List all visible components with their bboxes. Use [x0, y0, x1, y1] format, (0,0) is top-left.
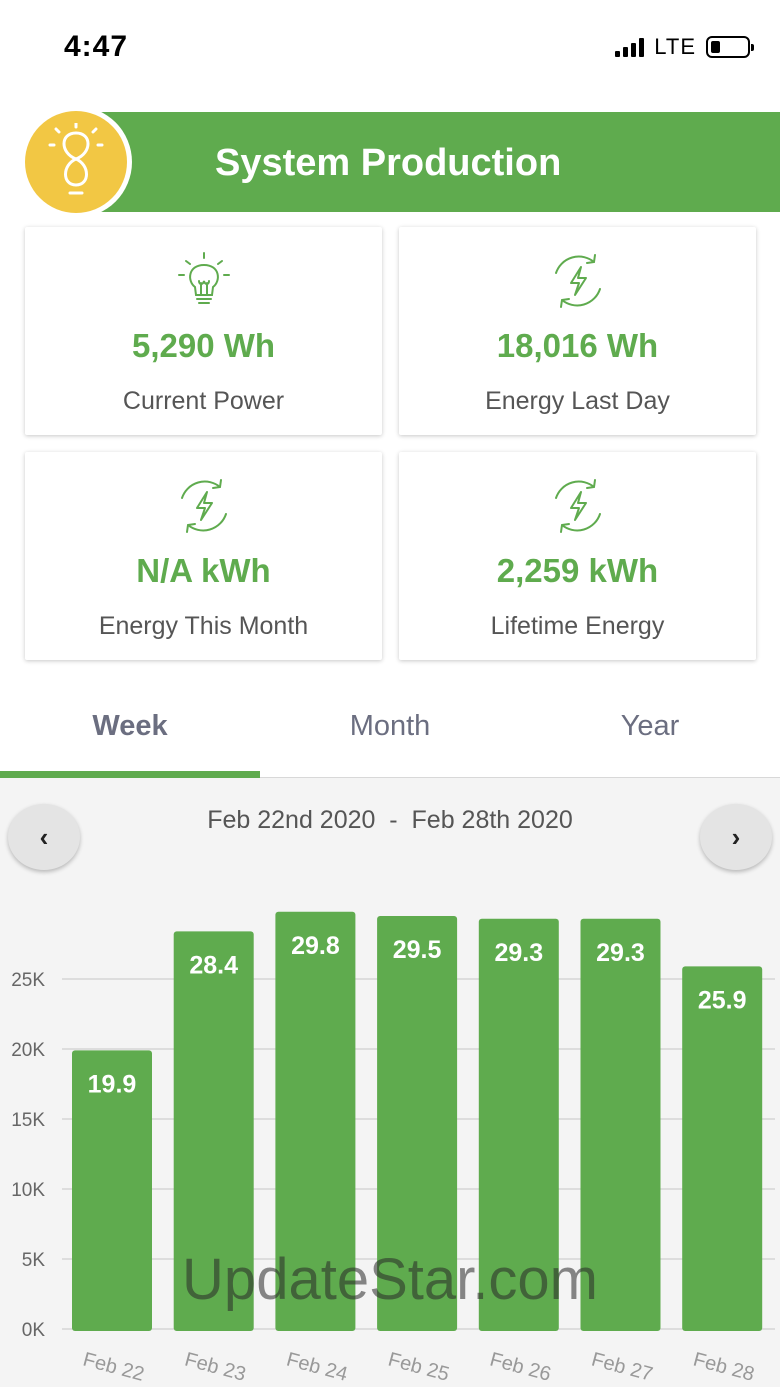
- lifetime-energy-value: 2,259 kWh: [496, 552, 659, 589]
- lightbulb-infinity-icon: [25, 111, 127, 213]
- y-tick-label: 10K: [11, 1180, 45, 1201]
- tab-month[interactable]: Month: [349, 710, 431, 742]
- bar-value-label: 29.3: [596, 939, 645, 967]
- y-tick-label: 25K: [11, 970, 45, 991]
- bar[interactable]: [580, 918, 661, 1331]
- battery-level: [711, 41, 720, 53]
- status-time: 4:47: [64, 30, 129, 63]
- production-bar-chart: 0K 5K 10K 15K 20K 25K 19.9 Feb 22 28.4 Feb 23 29.8…: [11, 911, 775, 1386]
- bar-value-label: 28.4: [189, 951, 238, 979]
- current-power-value: 5,290 Wh: [131, 327, 276, 364]
- watermark: UpdateStar.com: [182, 1247, 598, 1312]
- bar-value-label: 29.5: [393, 936, 442, 964]
- y-tick-label: 15K: [11, 1110, 45, 1131]
- x-tick-label: Feb 25: [386, 1349, 452, 1386]
- current-power-label: Current Power: [122, 387, 285, 415]
- x-tick-label: Feb 24: [284, 1349, 350, 1386]
- chevron-right-icon: ›: [731, 821, 741, 852]
- network-type: LTE: [654, 34, 696, 59]
- energy-this-month-label: Energy This Month: [98, 612, 309, 640]
- bar[interactable]: [377, 916, 458, 1331]
- card-lifetime-energy[interactable]: 2,259 kWh Lifetime Energy: [399, 452, 756, 660]
- battery-icon: [706, 36, 754, 58]
- x-tick-label: Feb 27: [589, 1349, 655, 1386]
- energy-cycle-icon: [174, 476, 234, 536]
- y-tick-label: 20K: [11, 1040, 45, 1061]
- bar[interactable]: [72, 1050, 152, 1331]
- previous-period-button[interactable]: ‹: [8, 804, 80, 870]
- page-header: System Production: [0, 106, 780, 218]
- next-period-button[interactable]: ›: [700, 804, 772, 870]
- lifetime-energy-label: Lifetime Energy: [490, 612, 665, 640]
- date-range: Feb 22nd 2020 - Feb 28th 2020: [207, 806, 573, 834]
- energy-this-month-value: N/A kWh: [136, 552, 271, 589]
- header-bar: [100, 112, 780, 212]
- x-tick-label: Feb 22: [81, 1349, 147, 1386]
- card-energy-this-month[interactable]: N/A kWh Energy This Month: [25, 452, 382, 660]
- period-tabs: Week Month Year: [0, 690, 780, 778]
- status-indicators: LTE: [615, 34, 754, 60]
- active-tab-indicator: [0, 771, 260, 778]
- chevron-left-icon: ‹: [39, 821, 49, 852]
- chart-panel: ‹ Feb 22nd 2020 - Feb 28th 2020 › 0K 5K 10…: [0, 778, 780, 1387]
- bar[interactable]: [682, 966, 763, 1331]
- y-tick-label: 0K: [22, 1320, 46, 1341]
- lightbulb-icon: [174, 251, 234, 311]
- bar[interactable]: [275, 911, 356, 1331]
- bar[interactable]: [478, 918, 559, 1331]
- card-current-power[interactable]: 5,290 Wh Current Power: [25, 227, 382, 435]
- signal-icon: [615, 37, 645, 57]
- x-tick-label: Feb 28: [691, 1349, 757, 1386]
- status-bar: 4:47 LTE: [0, 0, 780, 96]
- bar-value-label: 29.8: [291, 932, 340, 960]
- page-title: System Production: [215, 142, 562, 184]
- bar[interactable]: [173, 931, 254, 1331]
- x-tick-label: Feb 26: [487, 1349, 553, 1386]
- bar-value-label: 29.3: [494, 939, 543, 967]
- bar-value-label: 19.9: [88, 1070, 137, 1098]
- tab-year[interactable]: Year: [620, 710, 680, 742]
- energy-cycle-icon: [548, 476, 608, 536]
- bar-value-label: 25.9: [698, 986, 747, 1014]
- tab-week[interactable]: Week: [92, 710, 168, 742]
- y-tick-label: 5K: [22, 1250, 46, 1271]
- energy-last-day-label: Energy Last Day: [485, 387, 670, 415]
- x-tick-label: Feb 23: [182, 1349, 248, 1386]
- card-energy-last-day[interactable]: 18,016 Wh Energy Last Day: [399, 227, 756, 435]
- energy-last-day-value: 18,016 Wh: [496, 327, 659, 364]
- energy-cycle-icon: [548, 251, 608, 311]
